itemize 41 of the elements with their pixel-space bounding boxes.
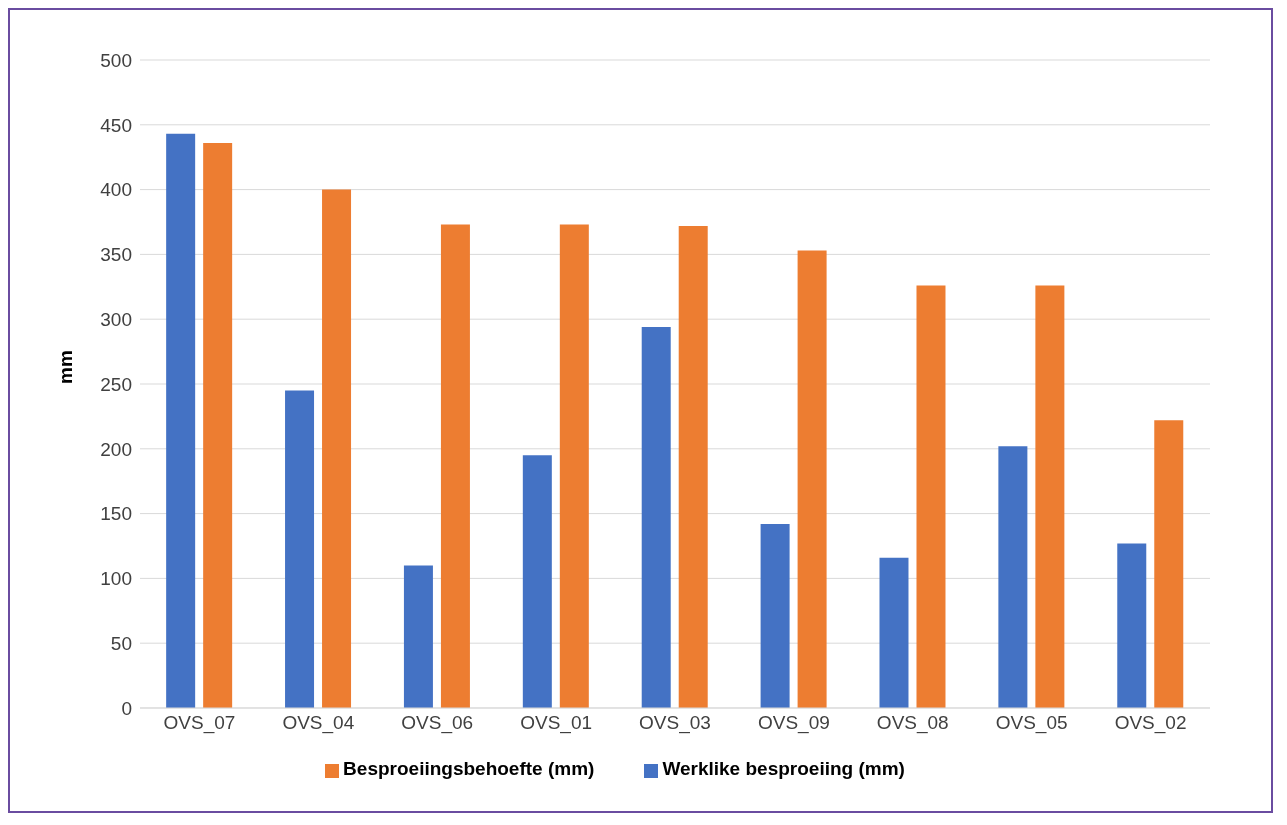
x-tick-label: OVS_05 (995, 712, 1068, 735)
legend-label: Besproeiingsbehoefte (mm) (343, 758, 595, 779)
x-tick-label: OVS_08 (876, 712, 949, 735)
bar (322, 189, 352, 708)
bar (1035, 285, 1065, 708)
y-axis-title: mm (54, 350, 76, 384)
bar (203, 142, 233, 708)
bar (998, 446, 1028, 708)
bar (440, 224, 470, 708)
y-tick-label: 400 (100, 179, 132, 201)
bar (760, 523, 790, 708)
x-tick-label: OVS_06 (401, 712, 474, 735)
bar (916, 285, 946, 708)
bar (522, 455, 552, 708)
y-tick-label: 150 (100, 503, 132, 525)
x-tick-label: OVS_07 (163, 712, 236, 735)
y-tick-label: 0 (121, 697, 132, 719)
bar (403, 565, 433, 708)
bar (641, 326, 671, 708)
x-tick-label: OVS_01 (520, 712, 593, 735)
bar (559, 224, 589, 708)
y-tick-label: 300 (100, 308, 132, 330)
bar (166, 133, 196, 708)
x-tick-label: OVS_02 (1114, 712, 1187, 735)
bar (1154, 420, 1184, 708)
bar (1117, 543, 1147, 708)
y-tick-label: 350 (100, 244, 132, 266)
legend-label: Werklike besproeiing (mm) (662, 758, 905, 779)
y-tick-label: 450 (100, 114, 132, 136)
y-tick-label: 200 (100, 438, 132, 460)
bar (797, 250, 827, 708)
x-tick-label: OVS_09 (757, 712, 830, 735)
y-tick-label: 50 (110, 632, 132, 654)
y-tick-label: 250 (100, 373, 132, 395)
bar (285, 390, 315, 708)
x-tick-label: OVS_03 (639, 712, 711, 735)
y-tick-label: 500 (100, 49, 132, 71)
bar (879, 557, 909, 708)
bar (678, 225, 708, 708)
y-tick-label: 100 (100, 568, 132, 590)
x-tick-label: OVS_04 (282, 712, 355, 735)
